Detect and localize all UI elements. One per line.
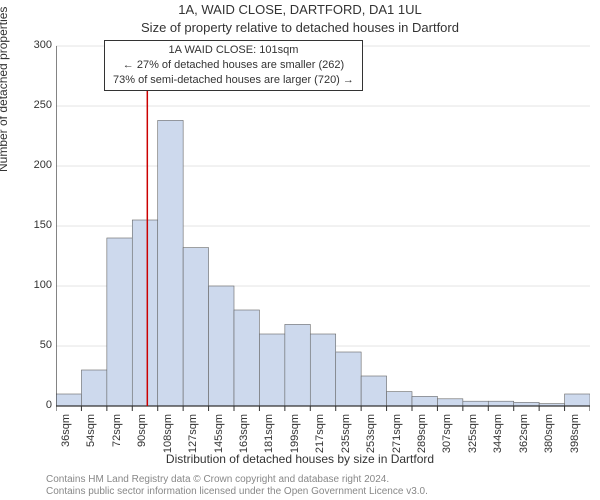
x-tick-label: 163sqm [238, 414, 250, 456]
histogram-bar [234, 310, 259, 406]
annotation-line-2: ← 27% of detached houses are smaller (26… [113, 58, 354, 73]
y-axis-label: Number of detached properties [0, 7, 10, 172]
histogram-bar [387, 392, 412, 406]
histogram-bar [132, 220, 157, 406]
histogram-bar [56, 394, 81, 406]
x-tick-label: 253sqm [365, 414, 377, 456]
y-tick-label: 0 [28, 399, 52, 411]
footer-line-2: Contains public sector information licen… [46, 486, 428, 498]
footer-line-1: Contains HM Land Registry data © Crown c… [46, 474, 428, 486]
y-tick-label: 50 [28, 339, 52, 351]
histogram-bar [259, 334, 284, 406]
x-tick-label: 235sqm [340, 414, 352, 456]
histogram-bar [336, 352, 361, 406]
x-tick-label: 54sqm [85, 414, 97, 456]
x-tick-label: 344sqm [492, 414, 504, 456]
histogram-bar [412, 396, 437, 406]
histogram-bar [285, 324, 310, 406]
x-tick-label: 199sqm [289, 414, 301, 456]
histogram-bar [81, 370, 106, 406]
histogram-bar [310, 334, 335, 406]
y-tick-label: 200 [28, 159, 52, 171]
histogram-bar [488, 401, 513, 406]
chart-subtitle: Size of property relative to detached ho… [0, 20, 600, 35]
y-tick-label: 300 [28, 39, 52, 51]
x-tick-label: 289sqm [416, 414, 428, 456]
histogram-bar [107, 238, 132, 406]
histogram-bar [209, 286, 234, 406]
y-tick-label: 250 [28, 99, 52, 111]
x-tick-label: 145sqm [213, 414, 225, 456]
footer-text: Contains HM Land Registry data © Crown c… [46, 474, 428, 498]
x-tick-label: 36sqm [60, 414, 72, 456]
y-tick-label: 100 [28, 279, 52, 291]
histogram-bar [183, 248, 208, 406]
annotation-box: 1A WAID CLOSE: 101sqm ← 27% of detached … [104, 40, 363, 91]
x-tick-label: 380sqm [543, 414, 555, 456]
histogram-bar [361, 376, 386, 406]
histogram-chart [56, 38, 590, 418]
x-tick-label: 127sqm [187, 414, 199, 456]
x-tick-label: 108sqm [162, 414, 174, 456]
x-tick-label: 181sqm [263, 414, 275, 456]
x-tick-label: 325sqm [467, 414, 479, 456]
annotation-line-3: 73% of semi-detached houses are larger (… [113, 73, 354, 88]
x-tick-label: 217sqm [314, 414, 326, 456]
histogram-bar [437, 399, 462, 406]
x-tick-label: 271sqm [391, 414, 403, 456]
chart-container: 1A, WAID CLOSE, DARTFORD, DA1 1UL Size o… [0, 0, 600, 500]
y-tick-label: 150 [28, 219, 52, 231]
x-tick-label: 72sqm [111, 414, 123, 456]
annotation-line-1: 1A WAID CLOSE: 101sqm [113, 43, 354, 58]
x-tick-label: 398sqm [569, 414, 581, 456]
histogram-bar [158, 120, 183, 406]
x-tick-label: 307sqm [441, 414, 453, 456]
x-tick-label: 90sqm [136, 414, 148, 456]
histogram-bar [463, 401, 488, 406]
chart-title: 1A, WAID CLOSE, DARTFORD, DA1 1UL [0, 2, 600, 17]
x-tick-label: 362sqm [518, 414, 530, 456]
histogram-bar [565, 394, 590, 406]
